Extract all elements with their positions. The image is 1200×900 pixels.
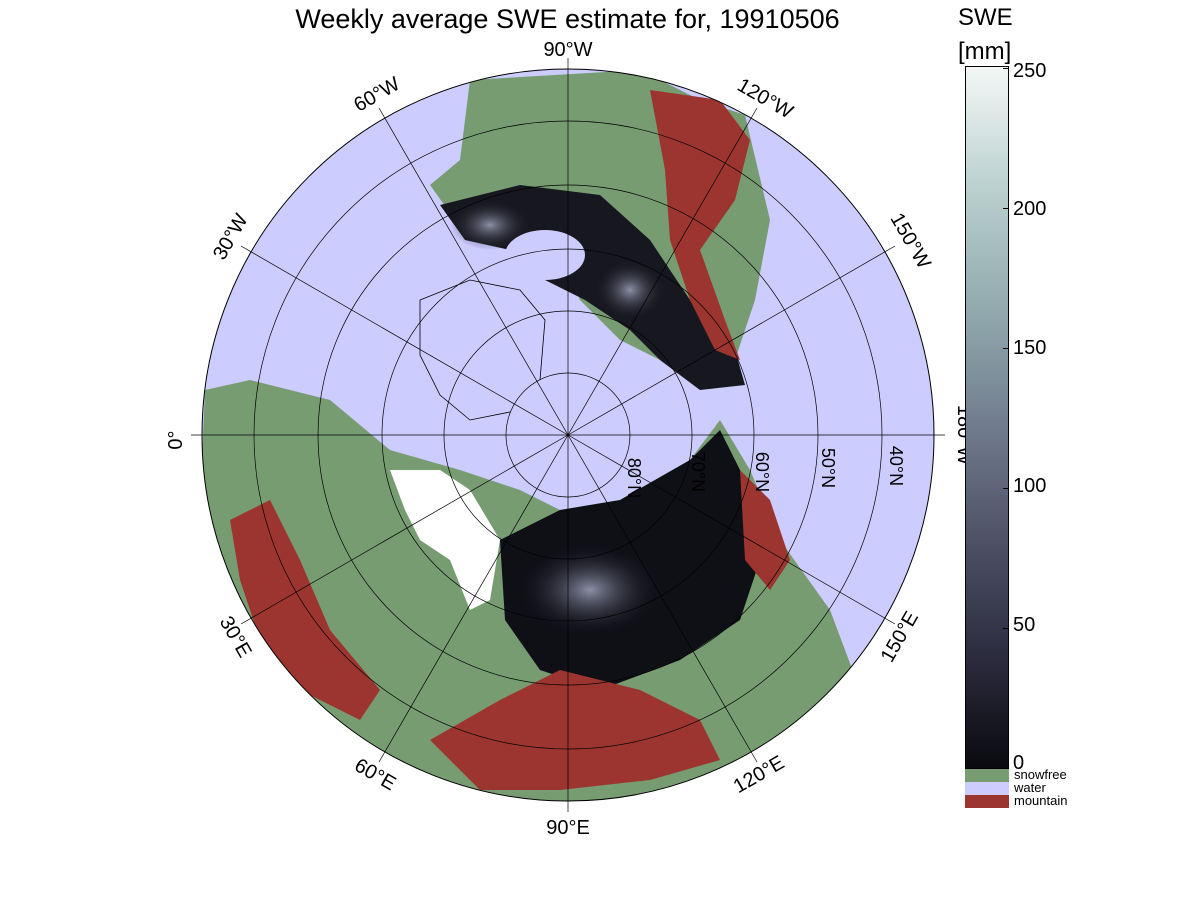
colorbar-tickmark-250 — [1003, 68, 1009, 69]
colorbar-title: SWE — [958, 4, 1013, 31]
scandinavia-deep-snow — [390, 470, 500, 610]
canada-snow-glow — [450, 200, 530, 250]
rocky-mountains — [650, 90, 750, 360]
graticule — [191, 58, 945, 812]
legend-label-mountain: mountain — [1014, 793, 1068, 808]
legend-label-water: water — [1014, 780, 1046, 795]
lon-label-30e: 30°E — [215, 613, 256, 662]
map-title: Weekly average SWE estimate for, 1991050… — [295, 4, 840, 34]
lon-label-60w: 60°W — [350, 73, 404, 117]
lon-label-0: 0° — [165, 430, 187, 449]
colorbar-tickmark-150 — [1003, 348, 1009, 349]
legend-swatch-snowfree — [965, 769, 1009, 782]
colorbar-tick-100: 100 — [1013, 475, 1047, 497]
lon-label-90w: 90°W — [543, 39, 592, 61]
colorbar-tickmark-0 — [1003, 768, 1009, 769]
siberia-snow-glow — [520, 545, 660, 635]
east-asia-mountains — [740, 470, 790, 590]
lon-label-30w: 30°W — [209, 210, 253, 264]
map-frame — [201, 68, 935, 802]
lon-label-60e: 60°E — [351, 754, 400, 795]
europe-mountains — [230, 500, 380, 720]
lon-label-150w: 150°W — [886, 209, 935, 272]
lat-label-50n: 50°N — [818, 448, 838, 488]
colorbar-tickmark-100 — [1003, 488, 1009, 489]
legend-swatch-mountain — [965, 795, 1009, 808]
hudson-bay — [505, 230, 585, 280]
colorbar-tick-200: 200 — [1013, 198, 1047, 220]
lat-label-70n: 70°N — [688, 452, 708, 492]
lat-label-80n: 80°N — [624, 458, 644, 498]
lon-label-90e: 90°E — [546, 817, 590, 839]
colorbar-tick-0: 0 — [1013, 752, 1025, 774]
lat-label-60n: 60°N — [752, 452, 772, 492]
central-asia-mountains — [430, 670, 720, 790]
legend-label-snowfree: snowfree — [1014, 767, 1067, 782]
colorbar-tick-50: 50 — [1013, 614, 1036, 636]
colorbar-tick-150: 150 — [1013, 337, 1047, 359]
lat-label-40n: 40°N — [886, 446, 906, 486]
colorbar-tickmark-50 — [1003, 628, 1009, 629]
swe-colorbar — [965, 66, 1009, 769]
legend-swatch-water — [965, 782, 1009, 795]
colorbar-unit: [mm] — [958, 38, 1012, 65]
colorbar-tickmark-200 — [1003, 208, 1009, 209]
canada-snow-glow-east — [595, 260, 665, 320]
colorbar-tick-250: 250 — [1013, 60, 1047, 82]
